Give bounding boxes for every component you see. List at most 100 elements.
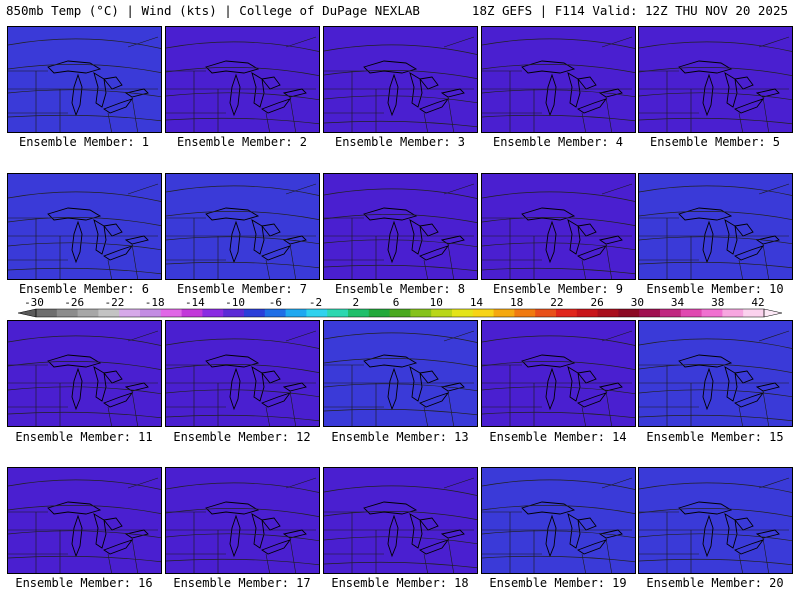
colorbar-tick-label: 6 [393,296,400,309]
colorbar-swatch [160,309,183,317]
height-contour [324,44,477,55]
colorbar-tick-label: -30 [24,296,44,309]
colorbar-swatch [743,309,765,317]
height-contour [482,335,635,346]
height-contour [8,386,161,395]
height-contour [166,236,319,245]
state-borders [482,330,633,426]
height-contour [166,414,319,422]
state-borders [324,477,475,573]
colorbar-tick-label: 30 [631,296,644,309]
height-contour [639,364,792,373]
state-borders [8,183,159,279]
temperature-band [482,468,635,573]
height-contour [324,408,477,416]
temperature-band [482,27,635,132]
height-contour [166,41,319,52]
height-contour [8,89,161,98]
colorbar-swatch [223,309,245,317]
height-contour [166,92,319,101]
map-title: 850mb Temp (°C) | Wind (kts) | College o… [6,3,420,18]
height-contour [482,530,635,539]
ensemble-member-map [7,320,162,427]
colorbar-tick-label: 22 [550,296,563,309]
colorbar-swatch [244,309,266,317]
colorbar-swatch [535,309,557,317]
state-borders [166,477,317,573]
ensemble-member-map [165,26,320,133]
height-contour [482,64,635,73]
colorbar-swatch [77,309,99,317]
height-contour [324,511,477,520]
height-contour [482,217,635,226]
colorbar-swatch [98,309,120,317]
ensemble-member-label: Ensemble Member: 15 [646,430,784,444]
temperature-band [324,174,477,279]
colorbar-outline [35,308,765,318]
ensemble-member-label: Ensemble Member: 9 [492,282,624,296]
colorbar-swatch [202,309,224,317]
height-contour [166,364,319,373]
height-contour [166,558,319,566]
colorbar-swatch [680,309,703,317]
height-contour [8,505,161,514]
colorbar-swatch [472,309,495,317]
colorbar-swatch [514,309,536,317]
temperature-band [166,27,319,132]
ensemble-member-map [165,467,320,574]
height-contour [166,508,319,517]
ensemble-member-map [638,467,793,574]
ensemble-member-map [7,173,162,280]
colorbar-tick-label: 2 [352,296,359,309]
height-contour [8,335,161,346]
height-contour [639,92,792,101]
height-contour [324,120,477,128]
colorbar-tick-label: -10 [225,296,245,309]
ensemble-member-label: Ensemble Member: 7 [176,282,308,296]
ensemble-member-map [481,173,636,280]
height-contour [166,482,319,493]
height-contour [639,482,792,493]
ensemble-member-label: Ensemble Member: 13 [331,430,469,444]
colorbar-swatch [639,309,661,317]
height-contour [166,67,319,76]
ensemble-member-label: Ensemble Member: 10 [646,282,784,296]
colorbar-min-arrow [17,308,37,318]
ensemble-member-label: Ensemble Member: 2 [176,135,308,149]
ensemble-member-label: Ensemble Member: 3 [334,135,466,149]
height-contour [482,386,635,395]
state-borders [482,183,633,279]
ensemble-member-map [481,467,636,574]
colorbar-tick-label: 42 [751,296,764,309]
temperature-band [639,174,792,279]
height-contour [8,479,161,490]
colorbar-swatch [119,309,141,317]
height-contour [482,191,635,202]
height-contour [166,211,319,220]
ensemble-member-map [7,467,162,574]
height-contour [166,338,319,349]
height-contour [166,261,319,269]
height-contour [8,191,161,202]
height-contour [639,211,792,220]
temperature-band [324,321,477,426]
colorbar-swatch [597,309,619,317]
ensemble-member-label: Ensemble Member: 17 [173,576,311,590]
height-contour [324,561,477,569]
height-contour [639,414,792,422]
ensemble-member-label: Ensemble Member: 14 [489,430,627,444]
state-borders [639,36,790,132]
temperature-band [639,27,792,132]
height-contour [482,38,635,49]
colorbar-swatch [410,309,432,317]
colorbar-tick-label: 38 [711,296,724,309]
great-lakes-outline [363,207,465,264]
state-borders [639,330,790,426]
colorbar-swatch [660,309,682,317]
height-contour [324,95,477,104]
height-contour [639,236,792,245]
state-borders [324,36,475,132]
colorbar-swatch [264,309,287,317]
colorbar-swatch [285,309,307,317]
height-contour [639,389,792,398]
